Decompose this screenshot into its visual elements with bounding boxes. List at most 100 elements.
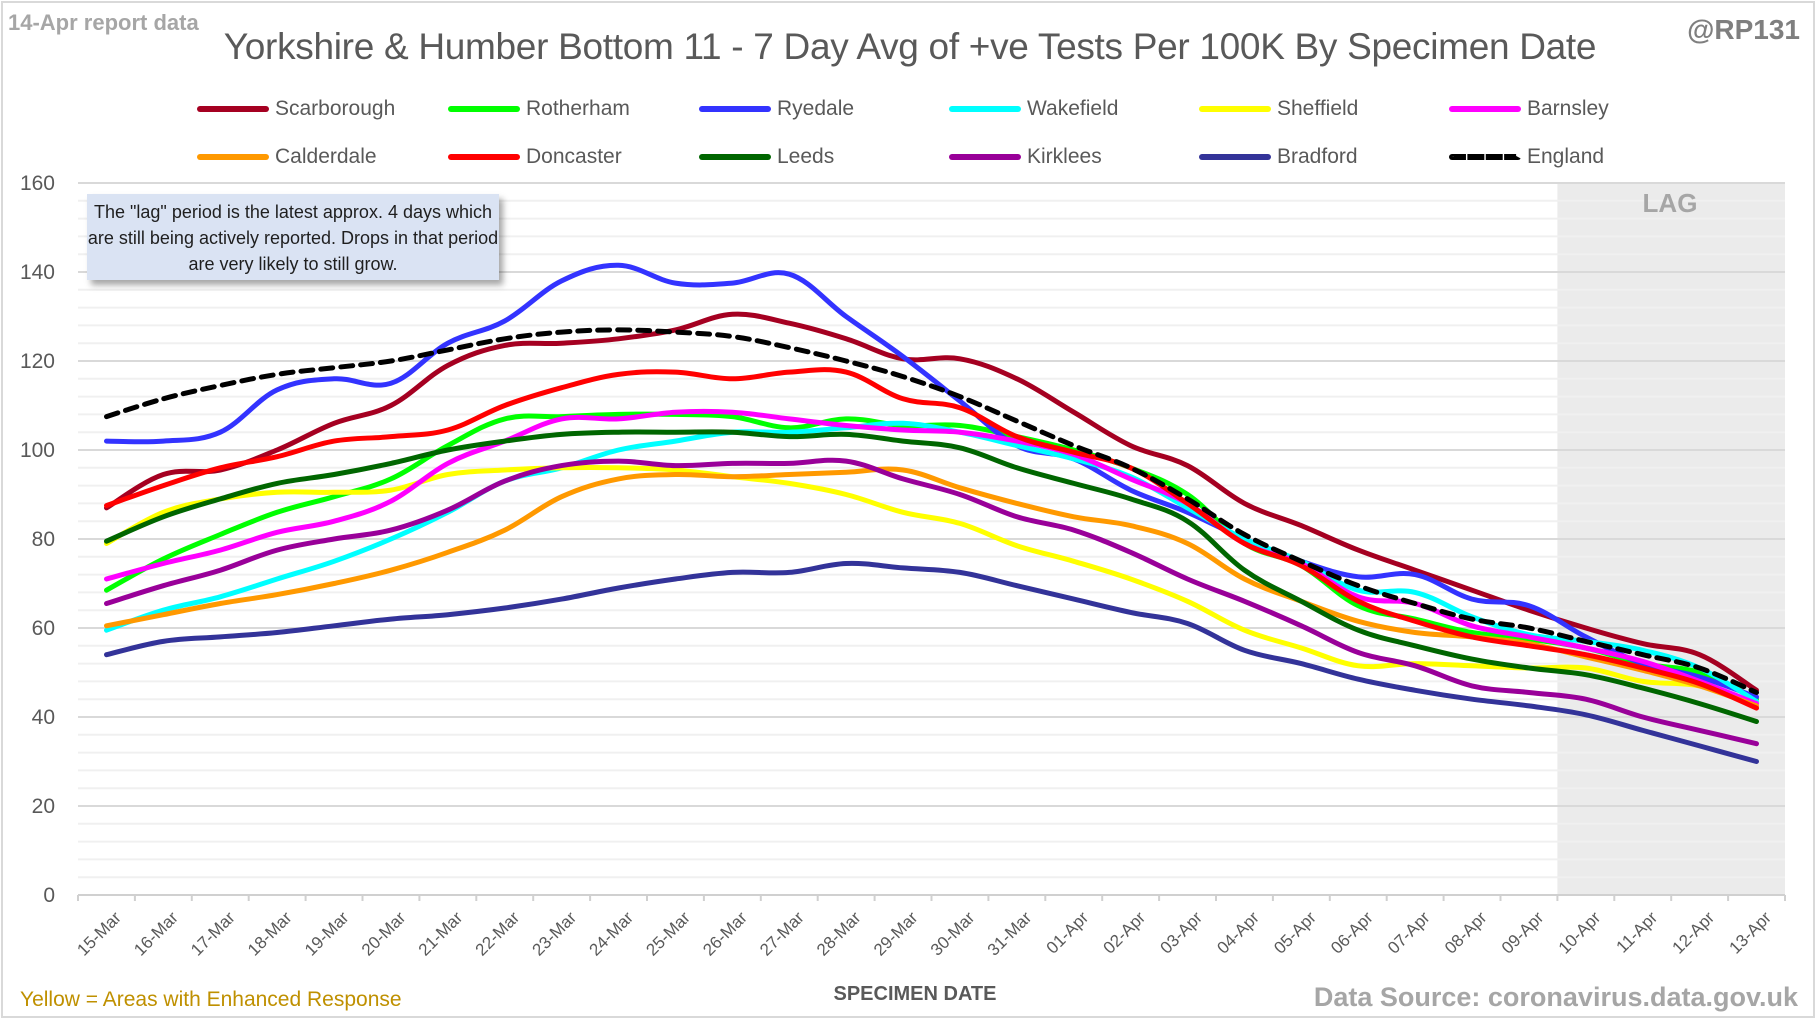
y-axis-ticks: 0 20 40 60 80 100 120 140 160 — [20, 172, 55, 907]
x-tick-label: 22-Mar — [472, 908, 524, 960]
x-tick-label: 03-Apr — [1156, 908, 1206, 958]
x-tick-label: 29-Mar — [870, 908, 922, 960]
x-tick-label: 20-Mar — [358, 908, 410, 960]
author-handle: @RP131 — [1687, 14, 1800, 45]
y-tick-label: 160 — [20, 172, 55, 195]
legend-swatch — [448, 154, 520, 160]
series-line-kirklees — [104, 457, 1759, 747]
legend-label: Calderdale — [275, 145, 377, 168]
legend-item-rotherham: Rotherham — [448, 94, 630, 124]
series-layer — [104, 262, 1759, 764]
x-tick-label: 06-Apr — [1327, 908, 1377, 958]
legend-label: Ryedale — [777, 97, 855, 120]
legend-swatch — [1199, 106, 1271, 112]
x-tick-label: 15-Mar — [73, 908, 125, 960]
enhanced-response-note: Yellow = Areas with Enhanced Response — [20, 988, 402, 1011]
legend-swatch — [699, 106, 771, 112]
legend-label: Doncaster — [526, 145, 622, 168]
legend-label: England — [1527, 145, 1605, 168]
series-line-calderdale — [104, 466, 1759, 709]
y-tick-label: 20 — [32, 795, 55, 818]
series-line-doncaster — [104, 367, 1759, 711]
x-tick-label: 04-Apr — [1213, 908, 1263, 958]
x-tick-label: 11-Apr — [1613, 908, 1662, 957]
x-tick-label: 07-Apr — [1384, 908, 1434, 958]
legend-item-england: England — [1449, 142, 1604, 172]
x-tick-label: 12-Apr — [1669, 908, 1719, 958]
y-tick-label: 40 — [32, 706, 55, 729]
legend-label: Scarborough — [275, 97, 396, 120]
series-line-sheffield — [104, 465, 1759, 707]
report-date-label: 14-Apr report data — [8, 10, 199, 35]
series-line-bradford — [104, 560, 1759, 764]
y-tick-label: 60 — [32, 617, 55, 640]
x-tick-label: 17-Mar — [187, 908, 239, 960]
legend-item-sheffield: Sheffield — [1199, 94, 1358, 124]
legend-item-ryedale: Ryedale — [699, 94, 854, 124]
x-tick-label: 19-Mar — [301, 908, 353, 960]
legend-swatch — [197, 154, 269, 160]
series-line-england — [104, 327, 1759, 695]
legend-swatch — [1449, 106, 1521, 112]
x-tick-label: 27-Mar — [756, 908, 808, 960]
chart-title: Yorkshire & Humber Bottom 11 - 7 Day Avg… — [223, 26, 1597, 67]
y-tick-label: 80 — [32, 528, 55, 551]
y-tick-label: 140 — [20, 261, 55, 284]
legend-item-bradford: Bradford — [1199, 142, 1358, 172]
x-tick-label: 08-Apr — [1441, 908, 1491, 958]
legend-label: Bradford — [1277, 145, 1358, 168]
x-tick-label: 01-Apr — [1043, 908, 1093, 958]
lag-label: LAG — [1642, 188, 1698, 218]
series-line-barnsley — [104, 408, 1759, 707]
legend-swatch — [197, 106, 269, 112]
legend-swatch — [1449, 154, 1521, 160]
legend-item-calderdale: Calderdale — [197, 142, 377, 172]
x-axis: 15-Mar 16-Mar 17-Mar 18-Mar 19-Mar 20-Mar 21-M… — [73, 895, 1786, 960]
legend-swatch — [949, 154, 1021, 160]
legend-label: Wakefield — [1027, 97, 1119, 120]
legend-label: Barnsley — [1527, 97, 1609, 120]
x-tick-label: 23-Mar — [529, 908, 581, 960]
legend-swatch — [699, 154, 771, 160]
legend-item-scarborough: Scarborough — [197, 94, 395, 124]
series-line-wakefield — [104, 420, 1759, 704]
x-tick-label: 31-Mar — [984, 908, 1036, 960]
legend-label: Kirklees — [1027, 145, 1102, 168]
x-axis-title: SPECIMEN DATE — [833, 983, 997, 1005]
x-tick-label: 02-Apr — [1100, 908, 1150, 958]
y-tick-label: 120 — [20, 350, 55, 373]
x-tick-label: 30-Mar — [927, 908, 979, 960]
legend-label: Rotherham — [526, 97, 630, 120]
x-tick-label: 09-Apr — [1498, 908, 1548, 958]
x-tick-label: 05-Apr — [1270, 908, 1320, 958]
x-tick-label: 10-Apr — [1555, 908, 1605, 958]
series-line-ryedale — [104, 262, 1759, 700]
x-tick-label: 13-Apr — [1725, 908, 1775, 958]
legend-swatch — [949, 106, 1021, 112]
series-line-leeds — [104, 429, 1759, 724]
legend-swatch — [448, 106, 520, 112]
legend-item-wakefield: Wakefield — [949, 94, 1118, 124]
legend-swatch — [1199, 154, 1271, 160]
x-tick-label: 25-Mar — [642, 908, 694, 960]
legend-item-kirklees: Kirklees — [949, 142, 1102, 172]
legend-item-doncaster: Doncaster — [448, 142, 622, 172]
x-tick-label: 21-Mar — [415, 908, 467, 960]
series-line-scarborough — [104, 311, 1759, 693]
x-tick-label: 16-Mar — [130, 908, 182, 960]
data-source-note: Data Source: coronavirus.data.gov.uk — [1313, 982, 1798, 1012]
x-tick-label: 18-Mar — [244, 908, 296, 960]
minor-gridlines — [78, 199, 1785, 879]
legend-item-leeds: Leeds — [699, 142, 834, 172]
legend-item-barnsley: Barnsley — [1449, 94, 1609, 124]
lag-callout-box: The "lag" period is the latest approx. 4… — [87, 194, 499, 280]
y-tick-label: 100 — [20, 439, 55, 462]
legend-label: Sheffield — [1277, 97, 1359, 120]
x-tick-label: 26-Mar — [699, 908, 751, 960]
y-tick-label: 0 — [43, 884, 55, 907]
legend-label: Leeds — [777, 145, 835, 168]
x-tick-label: 24-Mar — [585, 908, 637, 960]
x-tick-label: 28-Mar — [813, 908, 865, 960]
